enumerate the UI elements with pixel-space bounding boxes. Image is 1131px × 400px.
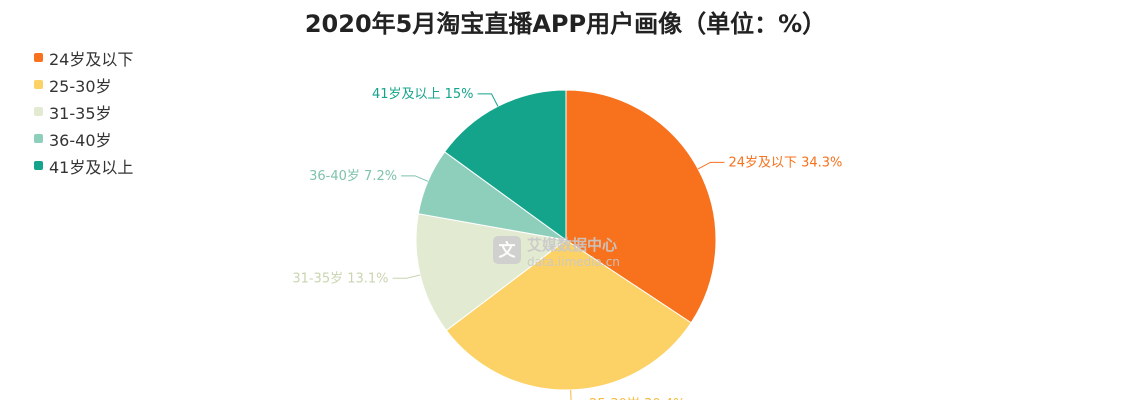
watermark: 文 艾媒数据中心 data.iimedia.cn (493, 236, 620, 269)
watermark-brand: 艾媒数据中心 (527, 236, 617, 254)
legend-item[interactable]: 24岁及以下 (34, 44, 133, 71)
legend-swatch (34, 80, 43, 89)
slice-label: 24岁及以下 34.3% (728, 155, 842, 170)
watermark-logo-glyph: 文 (499, 240, 517, 261)
legend-swatch (34, 107, 43, 116)
chart-legend: 24岁及以下 25-30岁 31-35岁 36-40岁 41岁及以上 (34, 44, 133, 179)
slice-labels: 24岁及以下 34.3% 25-30岁 30.4% 31-35岁 13.1% 36-4… (292, 87, 842, 400)
leader-line (477, 93, 499, 107)
legend-swatch (34, 161, 43, 170)
legend-label: 25-30岁 (49, 76, 112, 96)
leader-line (697, 161, 725, 170)
legend-label: 24岁及以下 (49, 49, 134, 69)
leader-line (401, 175, 429, 182)
legend-label: 41岁及以上 (49, 157, 134, 177)
slice-label: 25-30岁 30.4% (589, 397, 685, 400)
chart-title: 2020年5月淘宝直播APP用户画像（单位：%） (304, 10, 827, 38)
watermark-url: data.iimedia.cn (527, 255, 620, 269)
legend-item[interactable]: 36-40岁 (34, 125, 133, 152)
leader-line (570, 389, 572, 400)
slice-label: 36-40岁 7.2% (309, 169, 397, 184)
slice-label: 31-35岁 13.1% (292, 271, 388, 286)
pie-slices (415, 89, 717, 391)
legend-swatch (34, 53, 43, 62)
pie-slice[interactable] (445, 239, 692, 391)
legend-item[interactable]: 25-30岁 (34, 71, 133, 98)
legend-label: 31-35岁 (49, 103, 112, 123)
legend-swatch (34, 134, 43, 143)
leader-line (392, 274, 421, 279)
legend-label: 36-40岁 (49, 130, 112, 150)
legend-item[interactable]: 41岁及以上 (34, 152, 133, 179)
pie-slice[interactable] (415, 213, 568, 332)
slice-label: 41岁及以上 15% (372, 87, 474, 102)
legend-item[interactable]: 31-35岁 (34, 98, 133, 125)
watermark-logo-icon (493, 236, 521, 264)
